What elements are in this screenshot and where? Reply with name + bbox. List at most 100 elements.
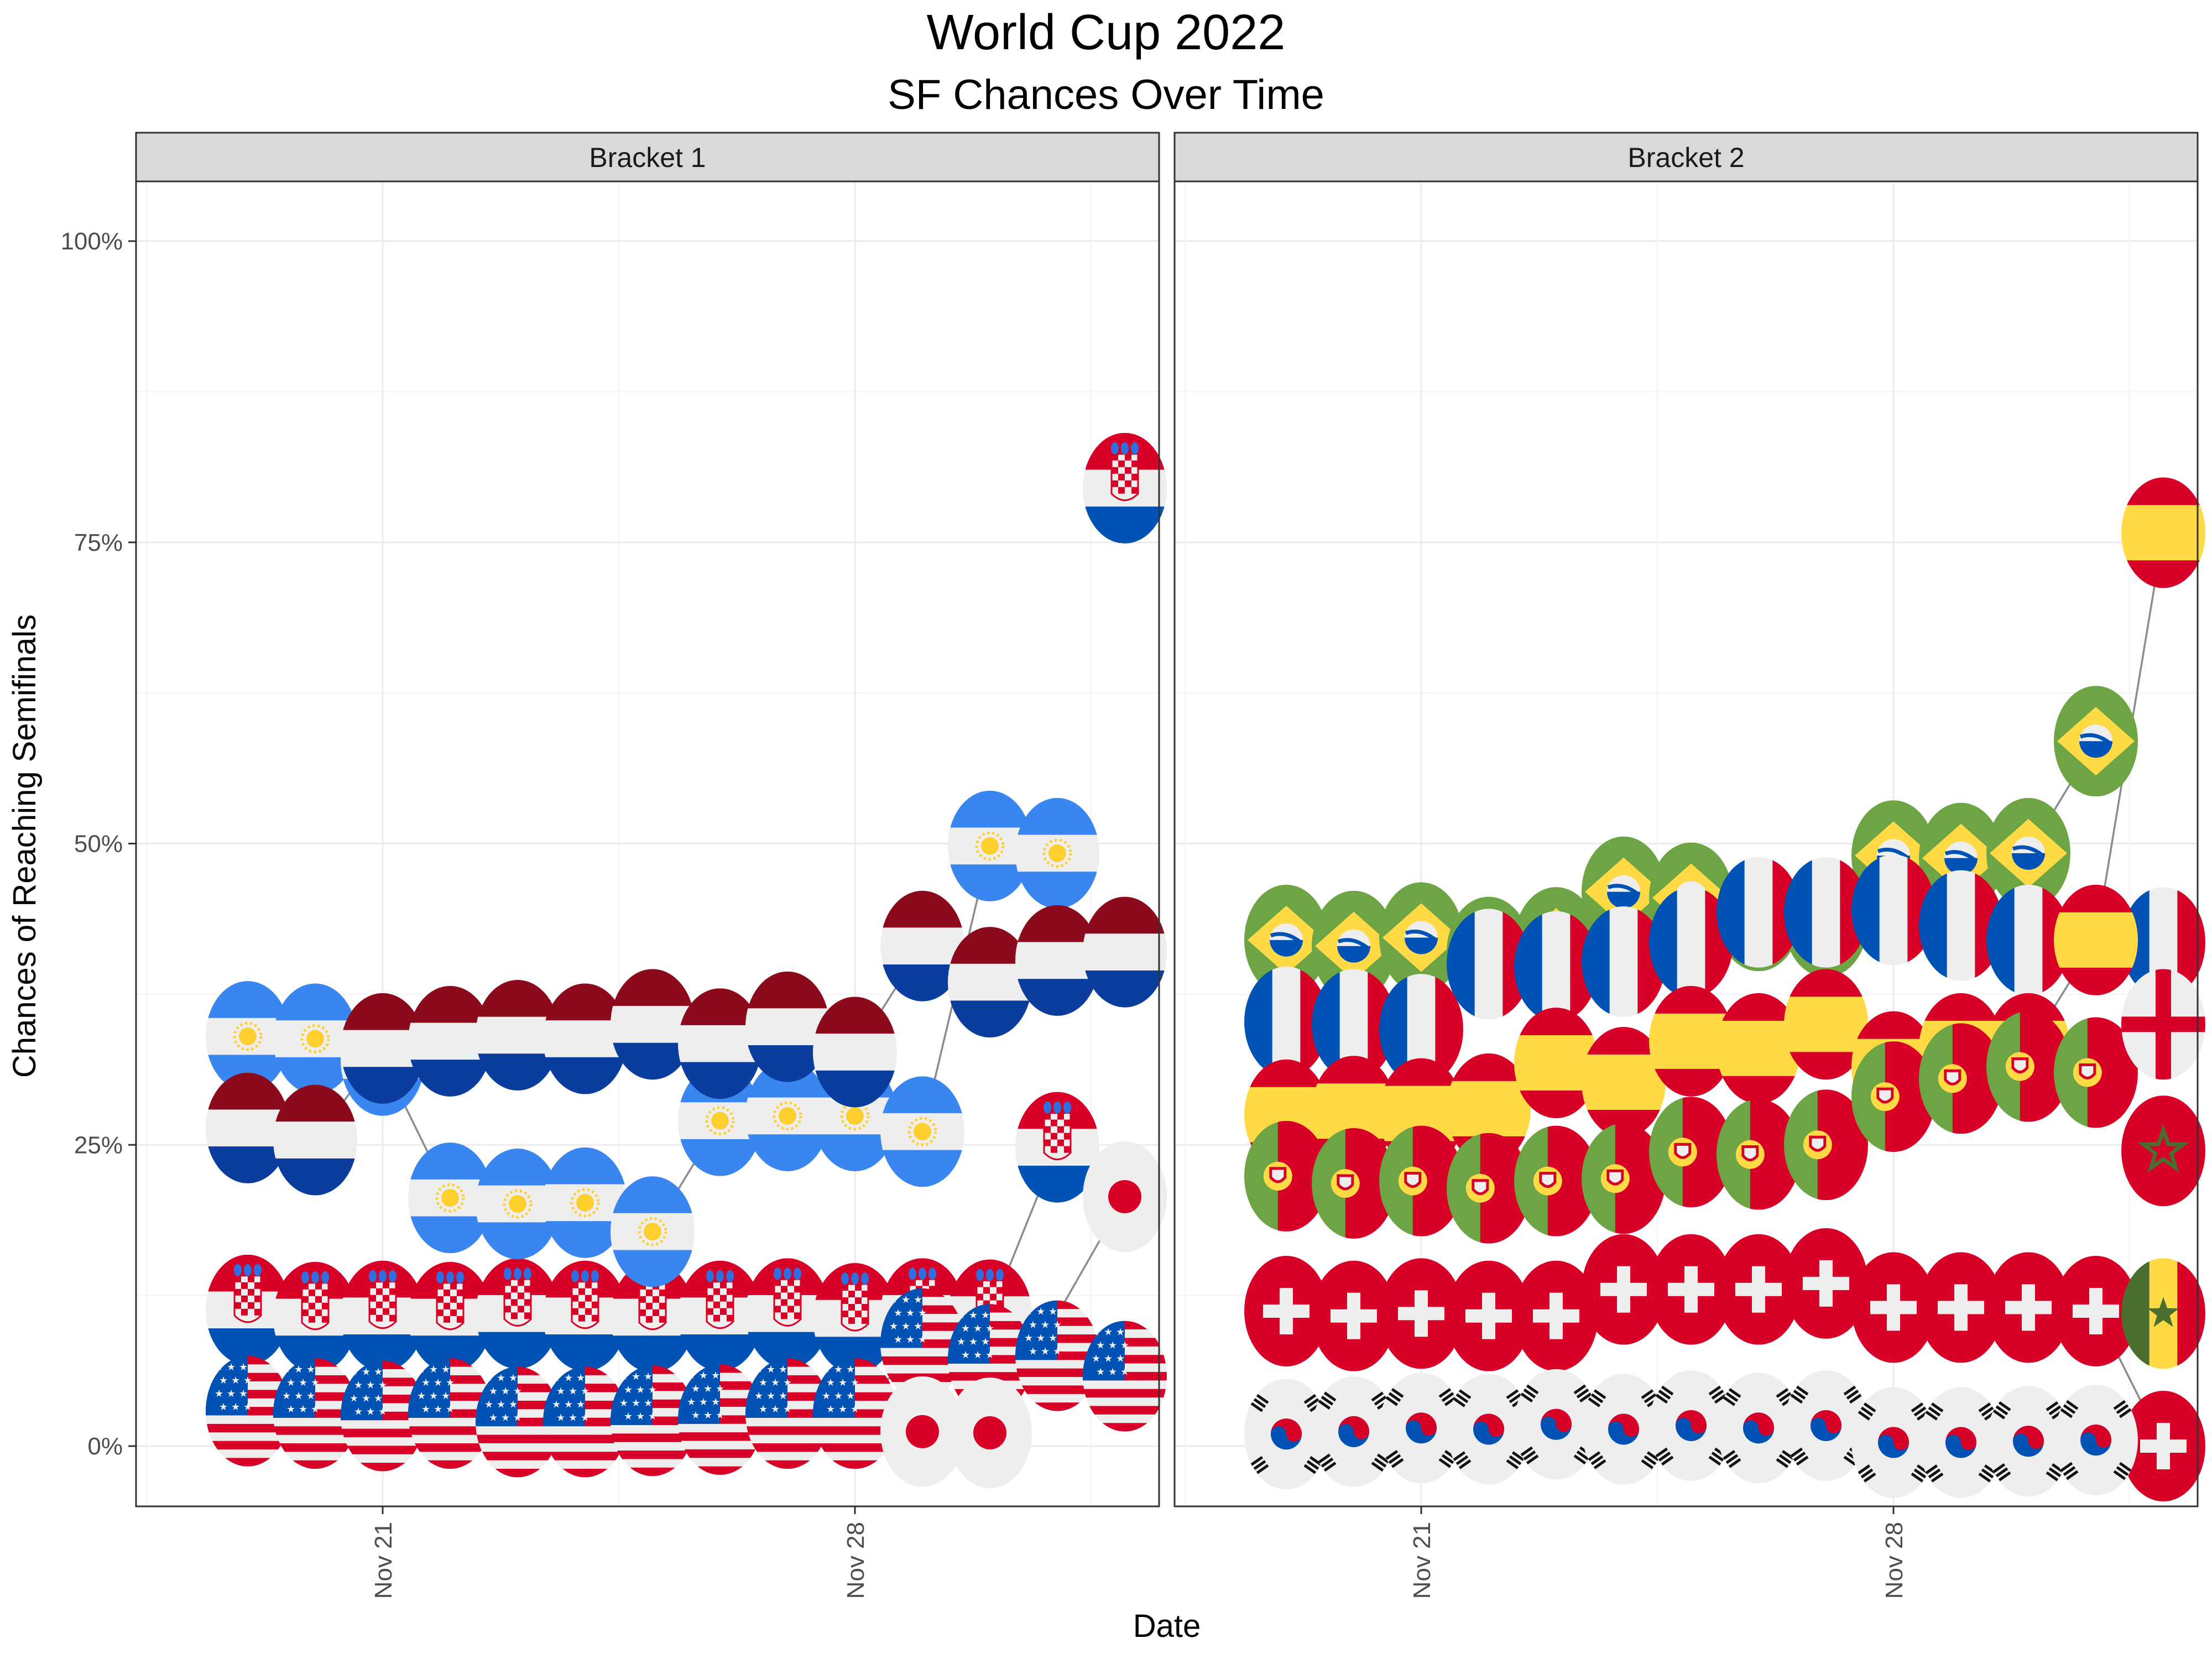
svg-text:★: ★ — [838, 1404, 847, 1415]
svg-text:★: ★ — [1116, 1353, 1125, 1364]
svg-text:★: ★ — [914, 1294, 922, 1305]
svg-text:★: ★ — [851, 1404, 859, 1415]
svg-text:★: ★ — [513, 1412, 522, 1423]
svg-text:★: ★ — [556, 1412, 565, 1423]
svg-text:★: ★ — [509, 1399, 518, 1410]
flag-point-south-korea — [1312, 1376, 1396, 1487]
svg-text:★: ★ — [851, 1377, 859, 1388]
svg-text:★: ★ — [716, 1410, 724, 1421]
svg-text:★: ★ — [759, 1404, 768, 1415]
svg-text:★: ★ — [366, 1406, 375, 1417]
svg-text:★: ★ — [441, 1390, 450, 1401]
svg-text:★: ★ — [826, 1377, 835, 1388]
flag-point-spain — [2054, 884, 2138, 995]
svg-text:★: ★ — [766, 1390, 775, 1401]
svg-text:★: ★ — [552, 1399, 561, 1410]
flag-point-spain — [2121, 477, 2205, 588]
svg-text:★: ★ — [901, 1294, 910, 1305]
svg-text:★: ★ — [306, 1364, 315, 1375]
svg-text:★: ★ — [644, 1371, 653, 1382]
svg-text:★: ★ — [1104, 1327, 1113, 1338]
svg-text:★: ★ — [286, 1377, 295, 1388]
flag-point-netherlands — [273, 1084, 357, 1196]
svg-text:★: ★ — [362, 1366, 371, 1378]
svg-text:★: ★ — [1096, 1366, 1105, 1378]
svg-text:★: ★ — [1120, 1366, 1129, 1378]
svg-text:★: ★ — [349, 1393, 358, 1404]
svg-text:★: ★ — [282, 1390, 291, 1401]
svg-text:★: ★ — [957, 1336, 966, 1347]
flag-point-south-korea — [1379, 1373, 1463, 1484]
svg-text:★: ★ — [513, 1385, 522, 1396]
svg-text:★: ★ — [227, 1361, 236, 1373]
svg-text:★: ★ — [1116, 1327, 1125, 1338]
svg-text:★: ★ — [231, 1375, 240, 1386]
svg-text:★: ★ — [497, 1372, 505, 1383]
svg-text:★: ★ — [354, 1406, 363, 1417]
flag-point-croatia — [1083, 432, 1167, 544]
svg-text:★: ★ — [1041, 1346, 1050, 1357]
flag-point-japan — [1083, 1141, 1167, 1252]
svg-text:★: ★ — [421, 1404, 430, 1415]
svg-text:★: ★ — [648, 1384, 657, 1395]
flag-point-usa: ★★★★★★★★★★★★ — [611, 1365, 695, 1477]
flag-point-croatia — [1015, 1092, 1099, 1203]
svg-text:★: ★ — [286, 1404, 295, 1415]
svg-text:★: ★ — [906, 1334, 915, 1345]
svg-text:★: ★ — [1048, 1306, 1057, 1317]
svg-text:★: ★ — [294, 1364, 303, 1375]
svg-text:★: ★ — [716, 1383, 724, 1394]
facet-label: Bracket 1 — [589, 142, 706, 173]
panel-1: Bracket 1★ ★★ ★ ★★ ★ ★★ ★ ★★ ★★ ★ ★★ ★ ★★ ★ ★★ ★★ ★ ★★ ★ ★★… — [60, 132, 1167, 1599]
svg-text:★: ★ — [691, 1383, 700, 1394]
svg-text:★: ★ — [624, 1384, 633, 1395]
svg-text:★: ★ — [354, 1380, 363, 1391]
svg-text:★: ★ — [687, 1396, 696, 1407]
svg-text:★: ★ — [311, 1377, 320, 1388]
svg-text:★: ★ — [374, 1393, 383, 1404]
svg-text:★: ★ — [1029, 1319, 1037, 1331]
svg-text:★: ★ — [906, 1307, 915, 1318]
svg-text:★: ★ — [914, 1321, 922, 1332]
svg-text:★: ★ — [894, 1334, 902, 1345]
svg-text:★: ★ — [1029, 1346, 1037, 1357]
svg-text:★: ★ — [691, 1410, 700, 1421]
svg-text:★: ★ — [299, 1404, 307, 1415]
svg-text:★: ★ — [417, 1390, 426, 1401]
svg-text:★: ★ — [624, 1411, 633, 1422]
svg-text:★: ★ — [1108, 1340, 1117, 1351]
svg-text:★: ★ — [434, 1404, 442, 1415]
flag-point-morocco — [2121, 1095, 2205, 1207]
svg-text:★: ★ — [306, 1390, 315, 1401]
svg-text:★: ★ — [846, 1364, 855, 1375]
svg-text:★: ★ — [918, 1307, 927, 1318]
y-axis-label: Chances of Reaching Semifinals — [7, 614, 43, 1078]
flag-point-netherlands — [1083, 896, 1167, 1008]
svg-text:★: ★ — [294, 1390, 303, 1401]
svg-text:★: ★ — [636, 1411, 645, 1422]
svg-text:★: ★ — [429, 1390, 438, 1401]
svg-text:★: ★ — [239, 1388, 248, 1399]
svg-text:★: ★ — [783, 1404, 792, 1415]
panel-border — [1173, 180, 2199, 1507]
flag-point-switzerland — [1986, 1252, 2070, 1363]
svg-text:★: ★ — [834, 1364, 843, 1375]
flag-point-switzerland — [2054, 1255, 2138, 1366]
svg-text:★: ★ — [497, 1399, 505, 1410]
svg-text:★: ★ — [239, 1361, 248, 1373]
svg-text:★: ★ — [568, 1385, 577, 1396]
svg-text:★: ★ — [509, 1372, 518, 1383]
svg-text:★: ★ — [378, 1406, 387, 1417]
svg-text:★: ★ — [576, 1372, 585, 1383]
svg-text:★: ★ — [632, 1397, 640, 1408]
svg-text:★: ★ — [838, 1377, 847, 1388]
svg-text:★: ★ — [564, 1372, 573, 1383]
facet-strip — [135, 132, 1160, 182]
flag-point-japan — [948, 1378, 1032, 1489]
svg-text:★: ★ — [981, 1310, 990, 1321]
svg-text:★: ★ — [215, 1388, 223, 1399]
svg-text:★: ★ — [703, 1410, 712, 1421]
svg-text:★: ★ — [1053, 1319, 1062, 1331]
svg-text:★: ★ — [779, 1364, 787, 1375]
